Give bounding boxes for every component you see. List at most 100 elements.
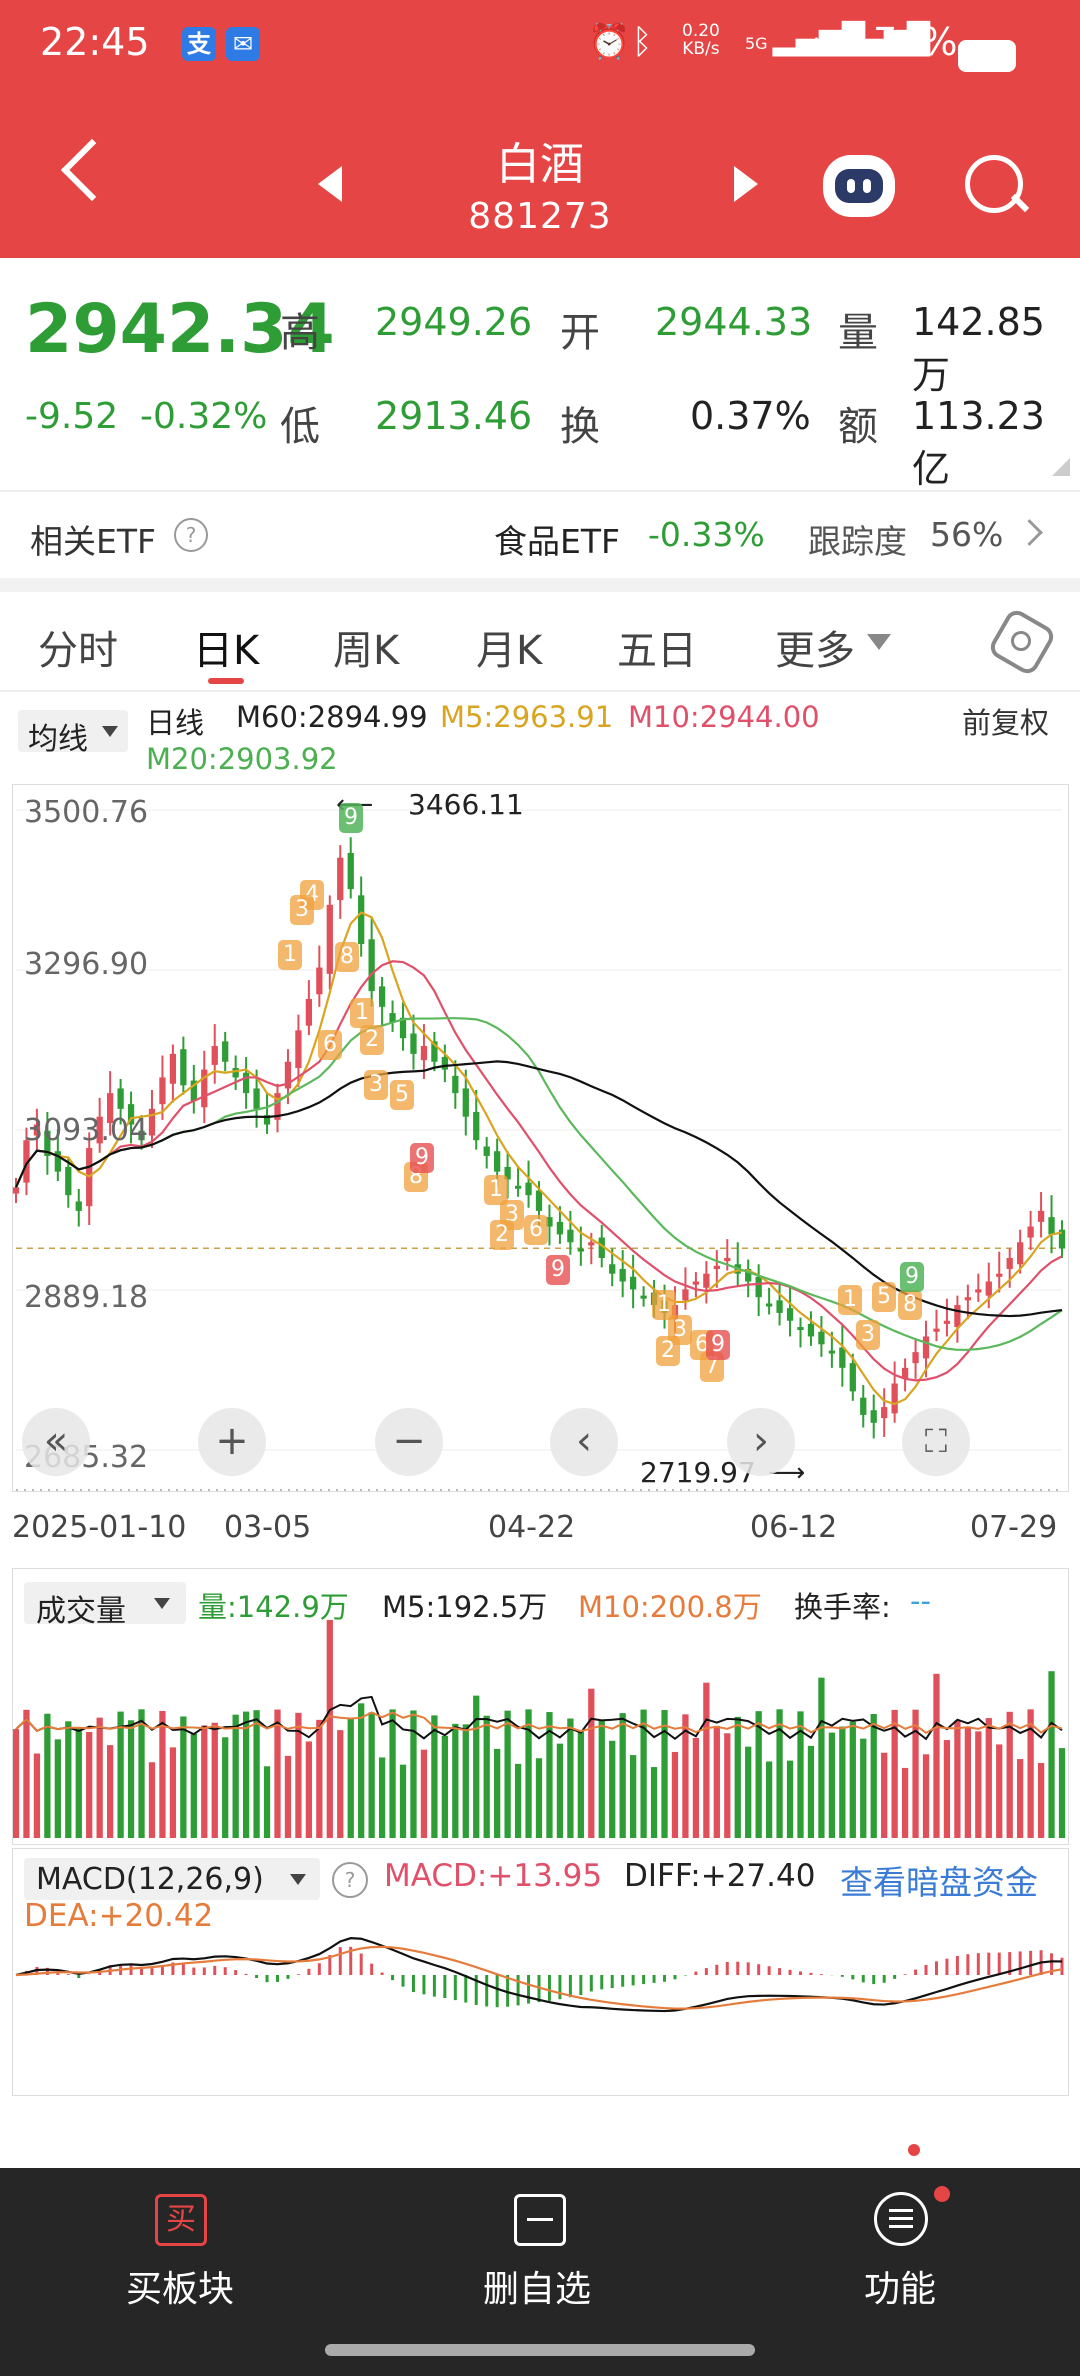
candle-body (839, 1347, 846, 1368)
volume-bar (117, 1711, 124, 1838)
tab-more[interactable]: 更多 (775, 628, 855, 674)
function-button[interactable]: 功能 (863, 2269, 936, 2310)
robot-eye (847, 179, 855, 193)
stock-code: 881273 (468, 196, 612, 237)
volume-bar (912, 1709, 919, 1838)
candle-body (337, 857, 344, 901)
candle-body (305, 998, 313, 1026)
volume-bar (1006, 1711, 1013, 1838)
candle-body (242, 1072, 250, 1094)
sequence-marker: 8 (335, 942, 359, 972)
ma5-value: M5:2963.91 (440, 700, 614, 734)
volume-bar (242, 1711, 250, 1838)
volume-bar (284, 1755, 292, 1838)
buy-sector-button[interactable]: 买板块 (125, 2269, 234, 2310)
volume-bar (44, 1713, 51, 1838)
etf-name[interactable]: 食品ETF (494, 522, 620, 561)
sequence-marker: 5 (390, 1080, 414, 1110)
robot-assistant-icon[interactable] (823, 155, 895, 217)
candle-body (504, 1166, 511, 1180)
divider (0, 490, 1080, 492)
prev-stock-icon[interactable] (318, 166, 342, 202)
candle-body (786, 1308, 794, 1321)
signal-icon: ▂▄▆█ (837, 22, 930, 57)
tracking-value: 56% (930, 515, 1004, 554)
candle-body (431, 1041, 438, 1062)
help-icon[interactable]: ? (332, 1862, 368, 1898)
turnover-rate-label: 换手率: (794, 1590, 891, 1624)
macd-lines (15, 1937, 1063, 2013)
adjust-mode[interactable]: 前复权 (962, 706, 1050, 740)
volume-bar (630, 1755, 637, 1838)
volume-bar (828, 1732, 836, 1838)
sequence-marker: 8 (898, 1290, 922, 1320)
candle-body (23, 1140, 30, 1183)
kline-ma-lines (14, 911, 1063, 1406)
volume-bar (263, 1766, 271, 1838)
volume-bar (661, 1710, 668, 1838)
caret-down-icon (154, 1598, 170, 1609)
volume-bar (180, 1716, 187, 1838)
help-icon[interactable]: ? (174, 518, 208, 552)
ma-selector[interactable]: 均线 (18, 710, 128, 757)
kline-chart[interactable] (0, 0, 1080, 2168)
scroll-right-button[interactable]: › (727, 1408, 795, 1476)
candle-body (954, 1305, 961, 1328)
remove-watchlist-button[interactable]: 删自选 (482, 2269, 591, 2310)
caret-down-icon (102, 726, 118, 737)
tab-intraday[interactable]: 分时 (38, 628, 118, 674)
candle-body (441, 1057, 448, 1070)
scroll-left-button[interactable]: ‹ (550, 1408, 618, 1476)
volume-selector[interactable]: 成交量 (24, 1582, 186, 1629)
robot-face (835, 169, 883, 203)
tab-five-day[interactable]: 五日 (617, 628, 697, 674)
next-stock-icon[interactable] (734, 166, 758, 202)
tab-daily-k[interactable]: 日K (193, 628, 260, 674)
candle-body (755, 1276, 762, 1298)
macd-selector[interactable]: MACD(12,26,9) (24, 1858, 320, 1900)
volume-bar (127, 1720, 135, 1838)
buy-icon: 买 (155, 2194, 207, 2246)
volume-bar (253, 1710, 260, 1838)
volume-bar (682, 1714, 689, 1838)
candle-body (807, 1323, 815, 1337)
kline-candles (12, 837, 1066, 1439)
candle-body (922, 1336, 930, 1359)
volume-bar (535, 1758, 543, 1838)
expand-corner-icon[interactable] (1052, 458, 1070, 476)
volume-bar (410, 1710, 417, 1838)
volume-m10: M10:200.8万 (578, 1590, 762, 1624)
search-icon[interactable] (965, 155, 1023, 213)
volume-m5: M5:192.5万 (382, 1590, 548, 1624)
candle-body (358, 895, 365, 945)
zoom-in-button[interactable]: + (198, 1408, 266, 1476)
app-notification-icon: ✉ (226, 27, 260, 61)
candle-body (1048, 1217, 1055, 1235)
tab-monthly-k[interactable]: 月K (476, 628, 543, 674)
detail-tabs-partial[interactable] (0, 2104, 1080, 2168)
candle-body (117, 1088, 124, 1109)
volume-bar (870, 1714, 877, 1838)
volume-bar (964, 1727, 971, 1838)
tab-weekly-k[interactable]: 周K (333, 628, 400, 674)
volume-bar (169, 1747, 177, 1838)
candle-body (54, 1151, 61, 1172)
zoom-out-button[interactable]: − (375, 1408, 443, 1476)
candle-body (190, 1080, 197, 1101)
fullscreen-button[interactable]: ⛶ (902, 1408, 970, 1476)
candle-body (525, 1182, 532, 1196)
net-speed: 0.20 KB/s (682, 22, 720, 58)
volume-bar (452, 1723, 459, 1838)
header: 22:45 支 ✉ ⏰ ᛒ 0.20 KB/s 5G ▂▄▆█ 4G ▂▄▆█ … (0, 0, 1080, 258)
dark-pool-link[interactable]: 查看暗盘资金 (840, 1863, 1038, 1902)
volume-bar (420, 1749, 428, 1838)
scroll-left-fast-button[interactable]: « (22, 1408, 90, 1476)
candle-body (1006, 1257, 1013, 1269)
candle-body (630, 1276, 637, 1290)
volume-bar (96, 1717, 103, 1838)
candle-body (588, 1242, 595, 1246)
candle-body (703, 1273, 710, 1288)
volume-bar (776, 1709, 783, 1838)
sequence-marker: 1 (838, 1285, 862, 1315)
candle-body (44, 1130, 51, 1156)
